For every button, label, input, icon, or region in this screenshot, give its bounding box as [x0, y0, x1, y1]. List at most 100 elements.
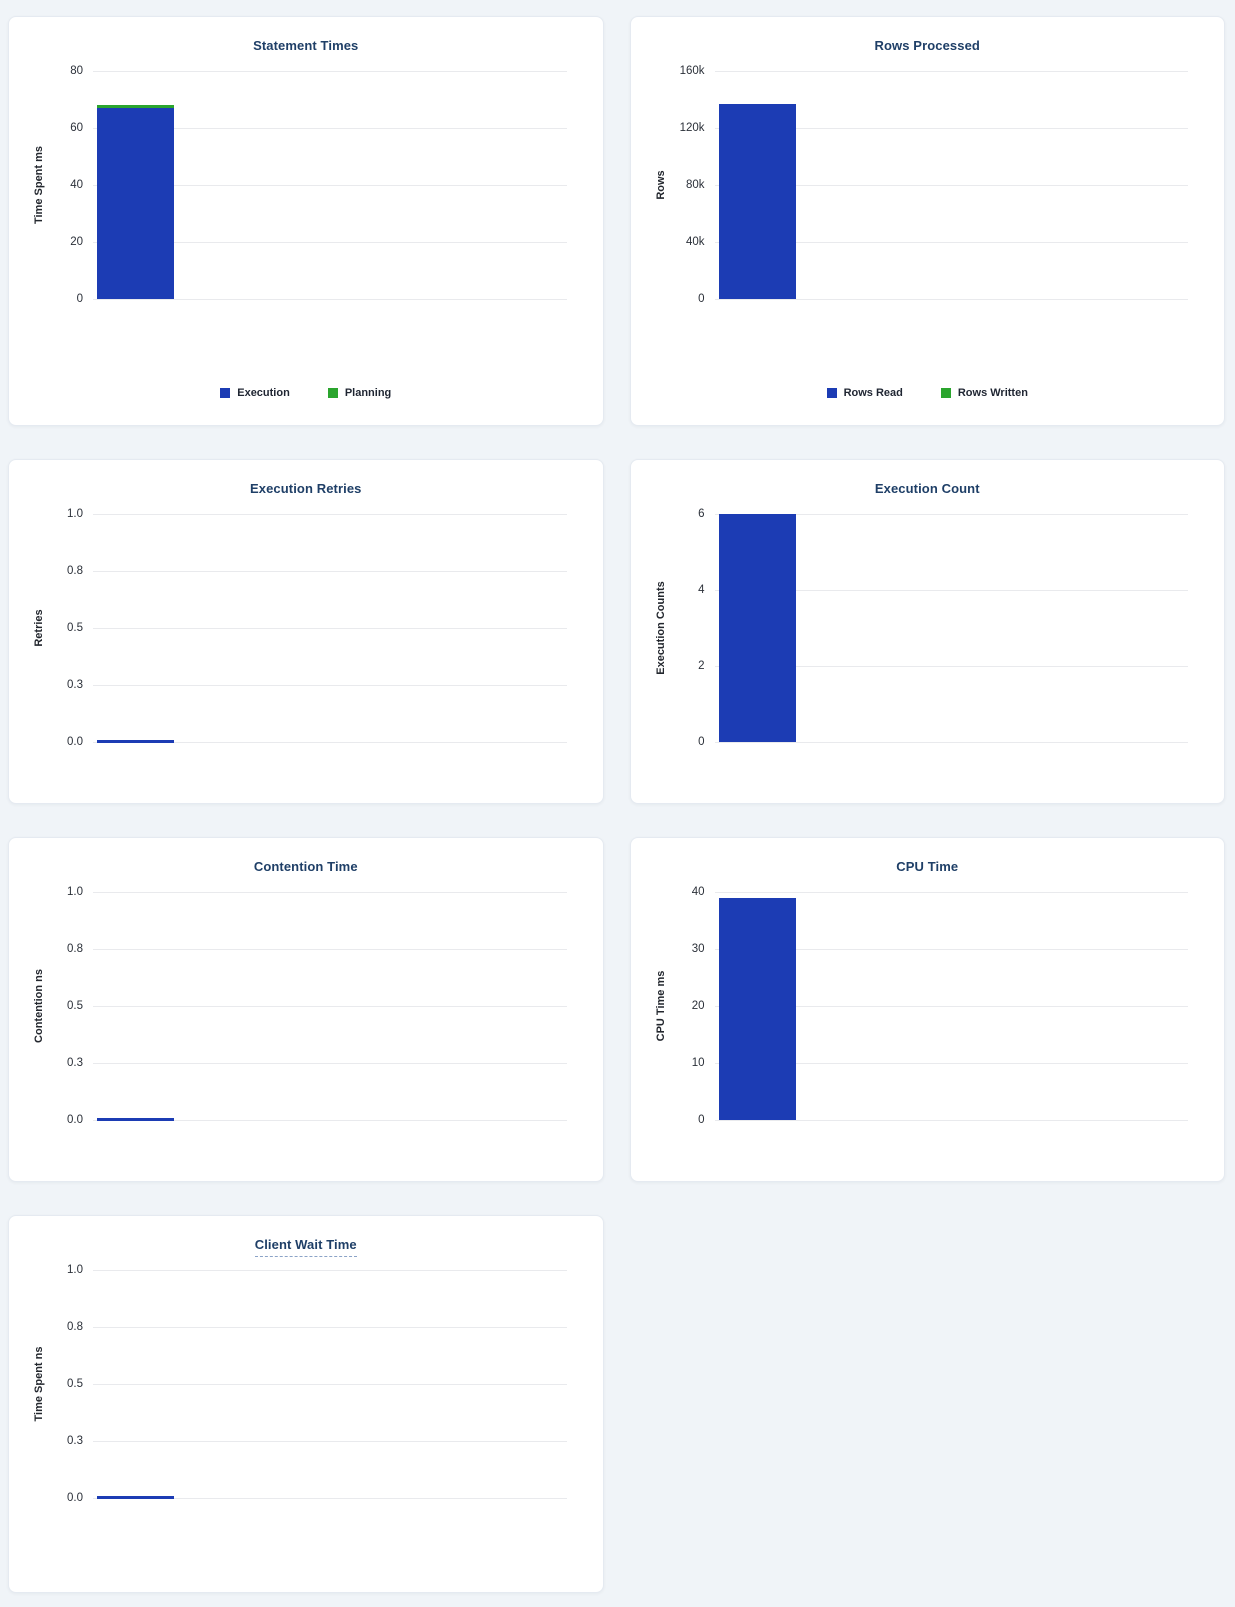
y-tick-label: 20 — [691, 1000, 705, 1012]
plot-area: 1.0 0.8 0.5 0.3 0.0 — [67, 508, 567, 748]
chart-title-cpu-time: CPU Time — [896, 859, 959, 874]
gridline — [714, 666, 1188, 667]
gridline — [93, 1120, 567, 1121]
bar-segment-planning[interactable] — [97, 105, 174, 108]
y-tick-label: 2 — [698, 660, 705, 672]
y-tick-label: 0.3 — [67, 1435, 83, 1447]
y-tick-label: 0.5 — [67, 1000, 83, 1012]
gridline — [93, 185, 567, 186]
gridline — [714, 742, 1188, 743]
chart-title-wrap: Execution Retries — [9, 480, 603, 498]
y-tick-label: 160k — [679, 65, 705, 77]
y-axis-label: Rows — [654, 170, 667, 200]
bar-segment-value[interactable] — [718, 514, 796, 742]
y-tick-label: 1.0 — [67, 886, 83, 898]
y-tick-label: 0 — [698, 736, 705, 748]
y-axis-label: CPU Time ms — [654, 970, 667, 1042]
bar-rows-processed[interactable] — [718, 104, 796, 299]
gridline — [714, 1063, 1188, 1064]
y-tick-label: 0 — [698, 1114, 705, 1126]
gridline — [93, 1006, 567, 1007]
bar-segment-value[interactable] — [718, 898, 796, 1120]
bar-execution-count[interactable] — [718, 514, 796, 742]
legend-item-planning[interactable]: Planning — [327, 387, 392, 399]
gridline — [93, 628, 567, 629]
y-tick-label: 10 — [691, 1057, 705, 1069]
legend-label: Planning — [344, 387, 392, 399]
legend-swatch-green — [940, 388, 951, 398]
chart-title-wrap: Client Wait Time — [9, 1236, 603, 1257]
bar-segment-execution[interactable] — [97, 108, 174, 299]
gridline — [93, 685, 567, 686]
zero-value-bar[interactable] — [97, 740, 174, 743]
legend-swatch-blue — [826, 388, 837, 398]
chart-title-wrap: Statement Times — [9, 37, 603, 55]
gridline — [93, 742, 567, 743]
y-tick-label: 1.0 — [67, 1264, 83, 1276]
y-axis-label: Execution Counts — [654, 581, 667, 675]
gridline — [93, 1327, 567, 1328]
chart-title-wrap: Contention Time — [9, 858, 603, 876]
gridline — [714, 892, 1188, 893]
gridline — [93, 1498, 567, 1499]
y-tick-label: 0.5 — [67, 1378, 83, 1390]
legend-item-rows-written[interactable]: Rows Written — [940, 387, 1028, 399]
gridline — [93, 892, 567, 893]
gridline — [714, 949, 1188, 950]
chart-title-wrap: Execution Count — [631, 480, 1225, 498]
plot-area: 1.0 0.8 0.5 0.3 0.0 — [67, 886, 567, 1126]
bar-statement-times[interactable] — [97, 105, 174, 299]
legend-item-execution[interactable]: Execution — [220, 387, 290, 399]
y-tick-label: 60 — [70, 122, 83, 134]
y-tick-label: 0.0 — [67, 1492, 83, 1504]
plot-area: 6 4 2 0 — [698, 508, 1188, 748]
legend-item-rows-read[interactable]: Rows Read — [826, 387, 903, 399]
plot-area: 40 30 20 10 0 — [692, 886, 1188, 1126]
gridline — [93, 1270, 567, 1271]
y-tick-label: 4 — [698, 584, 705, 596]
gridline — [714, 242, 1188, 243]
gridline — [714, 128, 1188, 129]
gridline — [714, 514, 1188, 515]
gridline — [93, 71, 567, 72]
plot-area: 1.0 0.8 0.5 0.3 0.0 — [67, 1264, 567, 1504]
bar-cpu-time[interactable] — [718, 898, 796, 1120]
y-tick-label: 0.8 — [67, 1321, 83, 1333]
y-tick-label: 40 — [691, 886, 705, 898]
gridline — [714, 185, 1188, 186]
chart-title-wrap: CPU Time — [631, 858, 1225, 876]
chart-legend: Execution Planning — [9, 387, 603, 399]
chart-legend: Rows Read Rows Written — [631, 387, 1225, 399]
chart-card-statement-times: Statement Times Time Spent ms 80 60 40 20 0 Exe… — [8, 16, 604, 426]
y-tick-label: 0 — [698, 293, 705, 305]
gridline — [714, 71, 1188, 72]
y-axis-label: Time Spent ms — [33, 145, 45, 225]
legend-swatch-blue — [220, 388, 231, 398]
gridline — [714, 590, 1188, 591]
y-tick-label: 80 — [70, 65, 83, 77]
gridline — [93, 1384, 567, 1385]
chart-card-execution-count: Execution Count Execution Counts 6 4 2 0 — [629, 459, 1225, 804]
y-tick-label: 80k — [685, 179, 705, 191]
chart-title-wrap: Rows Processed — [631, 37, 1225, 55]
y-axis-label: Time Spent ns — [33, 1346, 45, 1422]
chart-title-client-wait-time[interactable]: Client Wait Time — [254, 1237, 357, 1257]
y-tick-label: 0.5 — [67, 622, 83, 634]
chart-title-execution-retries: Execution Retries — [249, 481, 362, 496]
y-tick-label: 0 — [76, 293, 83, 305]
y-tick-label: 6 — [698, 508, 705, 520]
bar-segment-rows-read[interactable] — [718, 104, 796, 299]
zero-value-bar[interactable] — [97, 1496, 174, 1499]
gridline — [714, 1120, 1188, 1121]
zero-value-bar[interactable] — [97, 1118, 174, 1121]
chart-title-execution-count: Execution Count — [874, 481, 980, 496]
chart-title-contention-time: Contention Time — [253, 859, 358, 874]
y-tick-label: 0.3 — [67, 679, 83, 691]
chart-title-rows-processed: Rows Processed — [874, 38, 980, 53]
y-tick-label: 120k — [679, 122, 705, 134]
gridline — [93, 1441, 567, 1442]
gridline — [93, 571, 567, 572]
gridline — [93, 514, 567, 515]
chart-card-contention-time: Contention Time Contention ns 1.0 0.8 0.5 0.3… — [8, 837, 604, 1182]
y-tick-label: 0.0 — [67, 736, 83, 748]
